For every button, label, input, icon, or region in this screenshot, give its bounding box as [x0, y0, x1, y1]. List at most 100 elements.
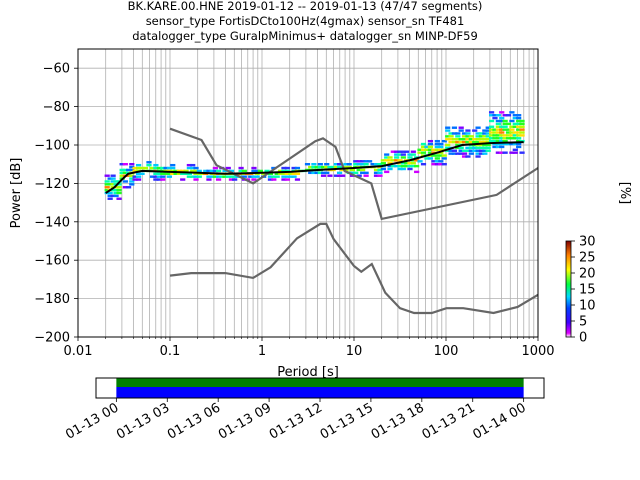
- psd-cell: [485, 140, 491, 144]
- psd-cell: [119, 174, 125, 177]
- psd-cell: [475, 140, 481, 144]
- psd-cell: [472, 138, 478, 141]
- psd-cell: [186, 166, 192, 170]
- psd-cell: [458, 129, 464, 132]
- psd-cell: [499, 111, 505, 114]
- psd-cell: [193, 169, 199, 173]
- timeline-tick-label: 01-14 00: [471, 400, 529, 442]
- psd-cell: [410, 162, 416, 165]
- psd-cell: [505, 114, 512, 117]
- psd-cell: [264, 169, 270, 173]
- psd-cell: [420, 142, 427, 146]
- psd-cell: [377, 174, 383, 177]
- psd-cell: [407, 162, 413, 165]
- noise-model-high: [169, 127, 539, 221]
- psd-cell: [271, 175, 277, 178]
- psd-cell: [407, 153, 413, 156]
- psd-cell: [343, 165, 349, 169]
- psd-cell: [232, 178, 238, 181]
- psd-cell: [478, 149, 485, 152]
- psd-cell: [512, 131, 518, 134]
- psd-cell: [417, 148, 423, 151]
- psd-cell: [215, 169, 222, 173]
- psd-cell: [441, 157, 447, 160]
- psd-cell: [176, 169, 182, 173]
- psd-cell: [113, 194, 119, 198]
- psd-cell: [122, 163, 128, 166]
- psd-cell: [212, 166, 218, 170]
- psd-cell: [495, 131, 501, 134]
- psd-cell: [107, 194, 113, 198]
- psd-cell: [104, 183, 110, 186]
- psd-cell: [166, 172, 173, 175]
- title-line-3: datalogger_type GuralpMinimus+ datalogge…: [132, 29, 478, 43]
- timeline-tick-label: 01-13 12: [267, 400, 325, 442]
- psd-cell: [163, 166, 169, 170]
- psd-cell: [193, 175, 199, 178]
- psd-cell: [478, 146, 485, 150]
- psd-cell: [414, 159, 420, 162]
- psd-cell: [499, 142, 505, 146]
- psd-cell: [448, 135, 454, 138]
- psd-cell: [238, 169, 244, 173]
- psd-cell: [482, 140, 488, 144]
- x-axis-ticks: 0.01 0.1 1 10 100 1000: [64, 337, 555, 359]
- psd-cell: [499, 131, 505, 134]
- psd-cell: [122, 180, 128, 183]
- psd-cell: [248, 175, 254, 178]
- psd-cell: [215, 175, 222, 178]
- psd-cell: [225, 166, 231, 170]
- psd-cell: [311, 163, 317, 166]
- psd-cell: [431, 160, 437, 163]
- psd-cell: [492, 139, 498, 143]
- psd-cell: [366, 160, 373, 163]
- psd-cell: [284, 169, 290, 173]
- psd-cell: [485, 149, 491, 152]
- psd-cell: [104, 180, 110, 183]
- psd-cell: [495, 145, 501, 149]
- psd-cell: [356, 163, 362, 166]
- psd-cell: [519, 151, 525, 154]
- psd-cell: [122, 168, 128, 172]
- psd-cell: [349, 168, 355, 172]
- psd-cell: [492, 131, 498, 134]
- psd-cell: [125, 186, 132, 189]
- psd-cell: [363, 163, 369, 166]
- psd-cell: [153, 178, 159, 181]
- psd-cell: [116, 191, 122, 195]
- psd-cell: [499, 134, 505, 137]
- noise-model-curves: [169, 127, 539, 315]
- psd-cell: [445, 129, 451, 132]
- psd-cell: [407, 164, 413, 168]
- psd-cell: [472, 149, 478, 152]
- psd-cell: [400, 167, 406, 171]
- psd-cell: [153, 163, 159, 167]
- psd-cell: [346, 163, 352, 166]
- psd-cell: [468, 140, 474, 144]
- psd-cell: [492, 142, 498, 146]
- psd-cell: [336, 165, 343, 169]
- psd-cell: [438, 151, 444, 154]
- psd-cell: [254, 169, 260, 173]
- psd-cell: [427, 142, 434, 146]
- psd-cell: [394, 150, 400, 153]
- psd-cell: [132, 169, 138, 173]
- psd-cell: [317, 171, 323, 175]
- psd-cell: [132, 166, 138, 170]
- psd-cell: [475, 155, 481, 158]
- psd-cell: [308, 165, 314, 169]
- psd-cell: [482, 132, 488, 135]
- psd-cell: [461, 152, 468, 155]
- noise-model-low: [169, 222, 539, 315]
- psd-cell: [512, 148, 518, 151]
- psd-cell: [284, 175, 290, 178]
- psd-cell: [107, 177, 113, 180]
- x-axis-label: Period [s]: [277, 365, 339, 380]
- psd-cell: [228, 175, 235, 178]
- psd-cell: [281, 169, 287, 173]
- psd-cell: [251, 175, 257, 178]
- psd-cell: [448, 149, 454, 152]
- psd-cell: [107, 191, 113, 195]
- psd-cell: [284, 178, 290, 181]
- psd-cell: [502, 122, 508, 126]
